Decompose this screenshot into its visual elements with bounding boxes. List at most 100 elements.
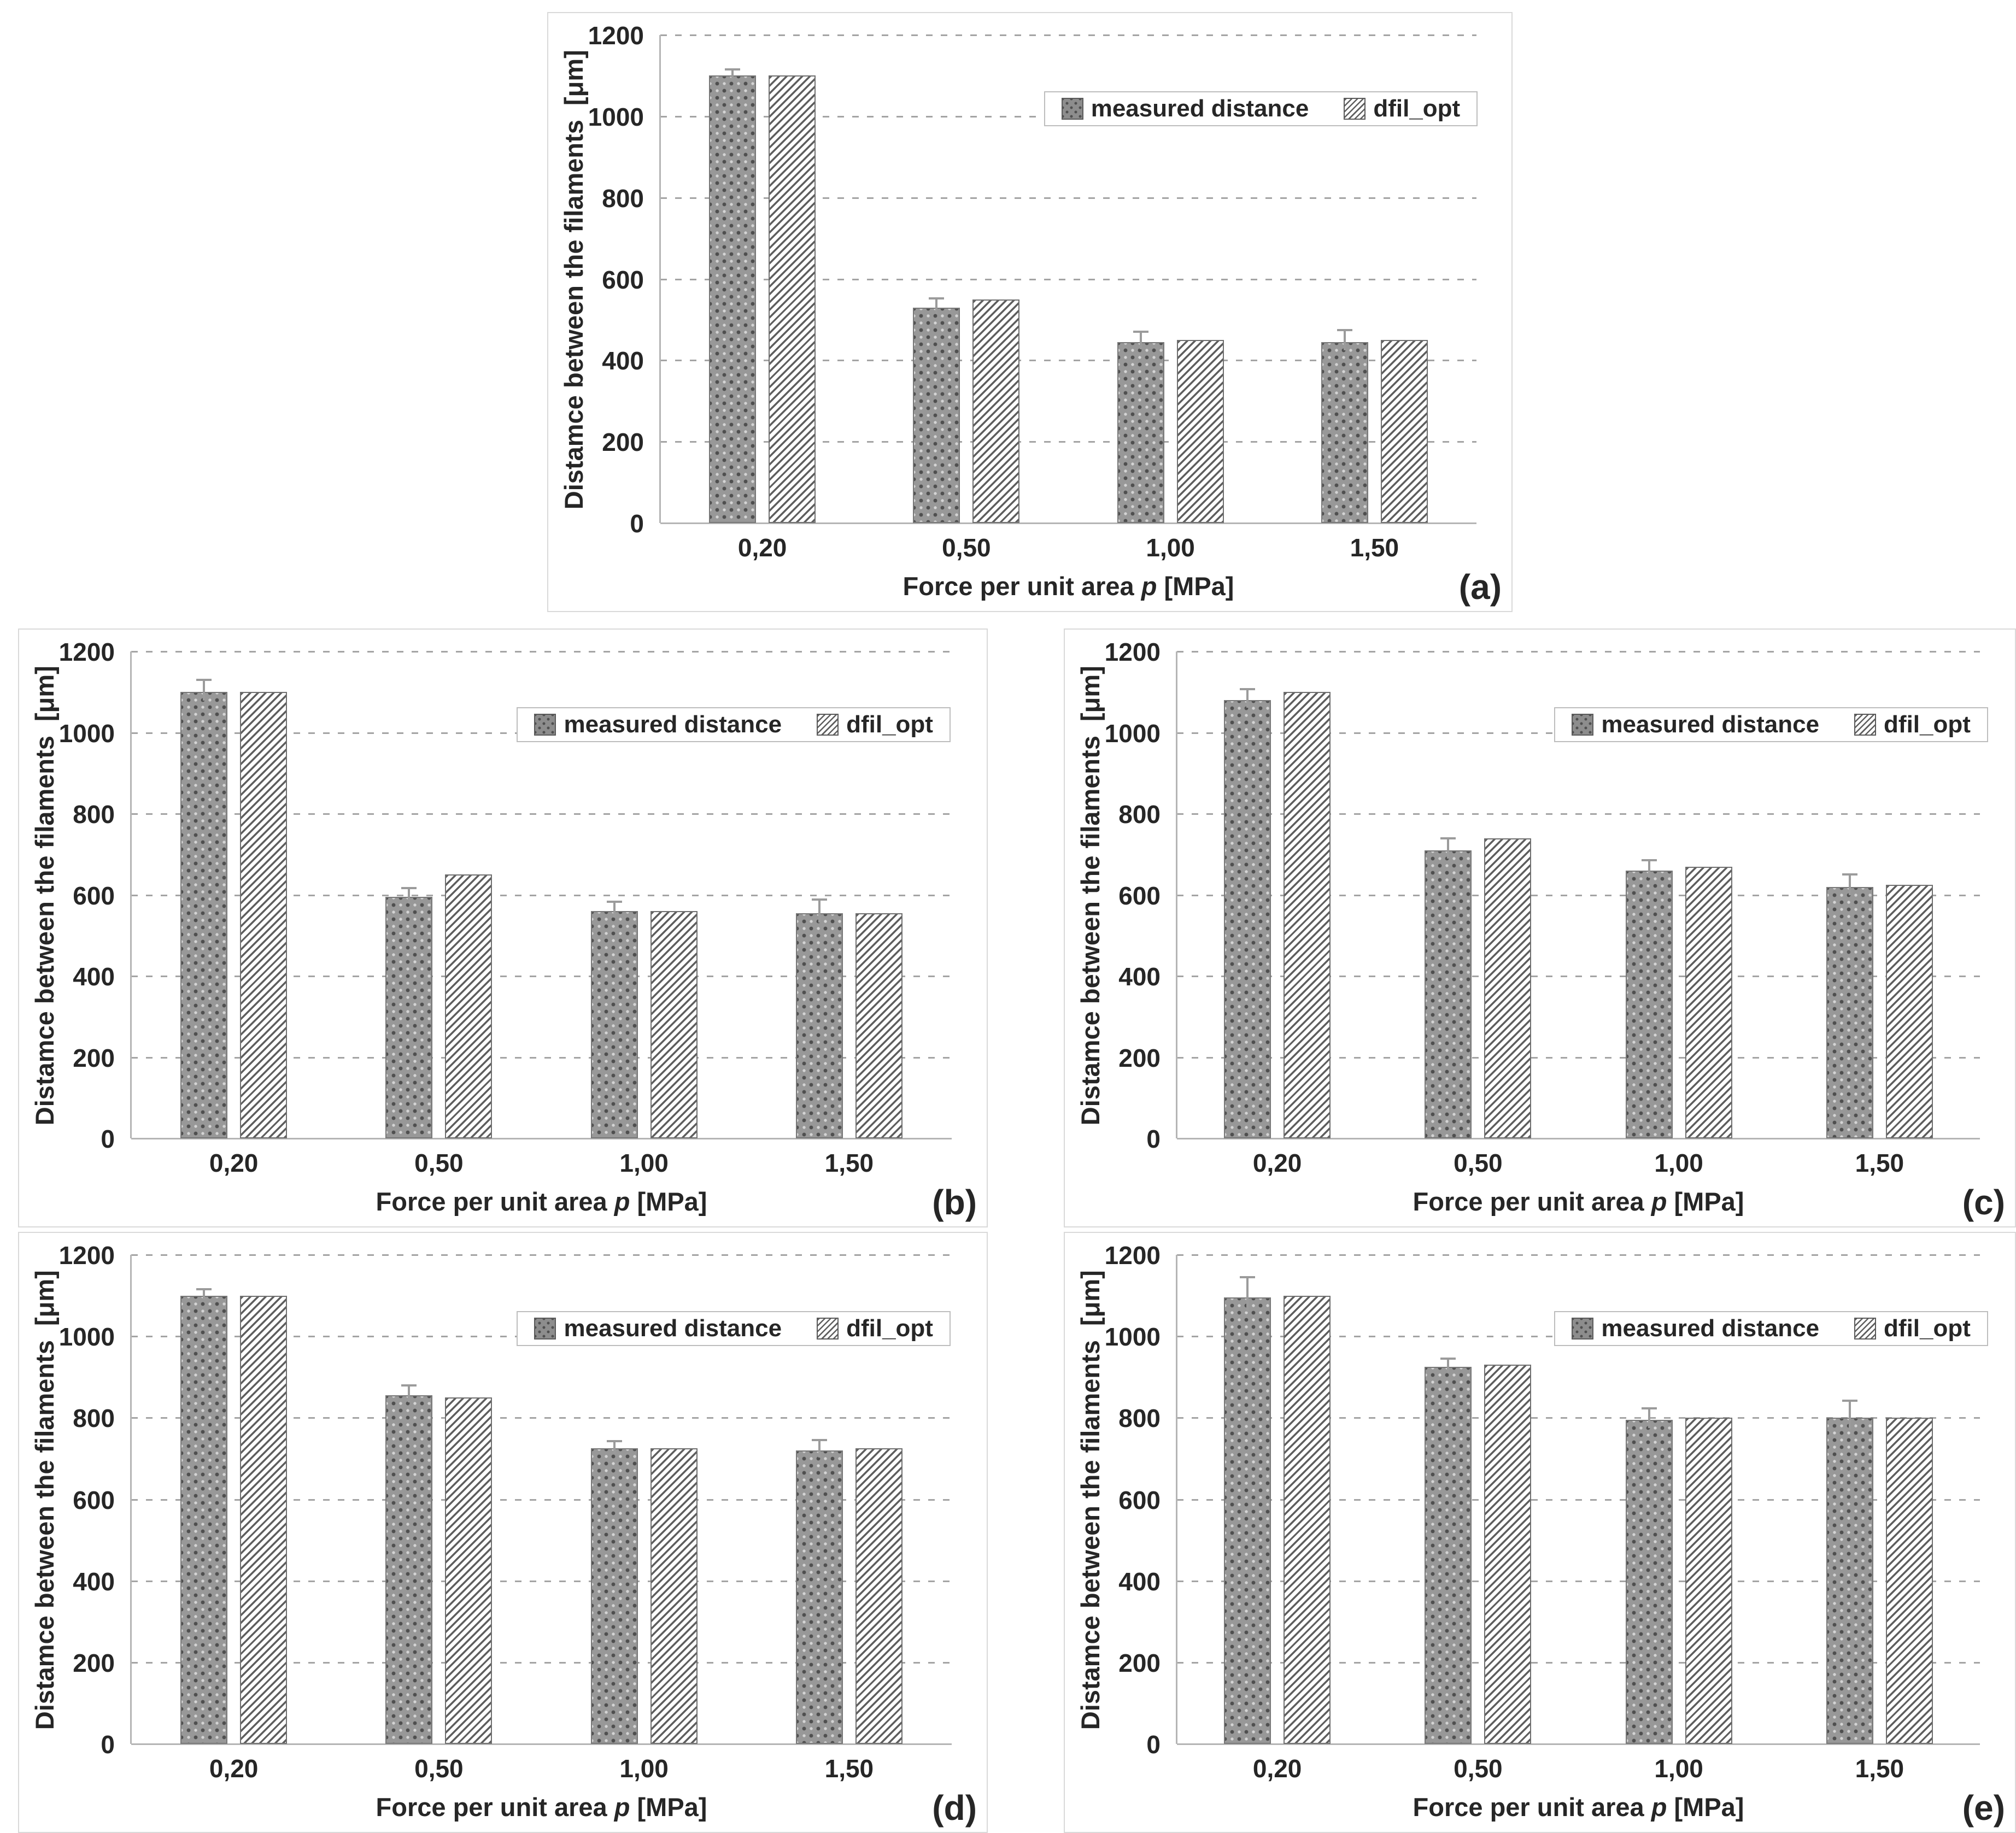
- y-tick-label: 1000: [58, 719, 115, 748]
- y-tick-label: 400: [1118, 1567, 1161, 1596]
- bar-measured: [709, 75, 757, 523]
- x-axis-title-suffix: [MPa]: [1667, 1187, 1744, 1216]
- x-axis-title-prefix: Force per unit area: [1413, 1793, 1651, 1822]
- panel-label: (d): [932, 1788, 977, 1828]
- legend: measured distance dfil_opt: [517, 707, 951, 743]
- y-axis-line: [659, 35, 661, 523]
- gridline: [131, 651, 952, 653]
- error-bar-cap: [401, 1384, 417, 1386]
- bar-measured: [1425, 850, 1472, 1138]
- y-tick-label: 1200: [1104, 1241, 1161, 1270]
- gridline: [131, 1581, 952, 1582]
- y-tick-label: 800: [1118, 800, 1161, 829]
- error-bar: [818, 1440, 821, 1458]
- gridline: [1177, 1417, 1980, 1419]
- legend-item: measured distance: [1572, 713, 1819, 737]
- y-tick-label: 800: [73, 800, 115, 829]
- bar-measured: [795, 1450, 843, 1744]
- error-bar: [935, 298, 938, 314]
- x-tick-label: 1,00: [619, 1149, 669, 1177]
- y-tick-label: 1000: [588, 103, 644, 131]
- bar-dfil-opt: [1484, 1365, 1532, 1744]
- legend-item: dfil_opt: [1344, 96, 1460, 121]
- gridline: [131, 1417, 952, 1419]
- legend-swatch-dfil-opt-icon: [1344, 97, 1366, 120]
- x-tick-label: 1,00: [1654, 1754, 1703, 1783]
- legend-swatch-measured-icon: [534, 714, 556, 736]
- bar-measured: [590, 1448, 638, 1744]
- x-axis-title-prefix: Force per unit area: [1413, 1187, 1651, 1216]
- y-tick-label: 1000: [1104, 719, 1161, 748]
- gridline: [660, 197, 1476, 199]
- bar-dfil-opt: [769, 75, 816, 523]
- error-bar: [203, 1289, 206, 1300]
- error-bar-cap: [1337, 328, 1352, 331]
- gridline: [1177, 813, 1980, 815]
- bar-measured: [1117, 342, 1164, 523]
- panel-label: (c): [1962, 1183, 2005, 1222]
- bar-measured: [180, 1295, 228, 1744]
- gridline: [660, 34, 1476, 36]
- legend-label: dfil_opt: [846, 711, 933, 738]
- legend: measured distance dfil_opt: [1554, 707, 1988, 743]
- x-axis-title-prefix: Force per unit area: [376, 1187, 614, 1216]
- legend-swatch-measured-icon: [1572, 714, 1594, 736]
- error-bar-cap: [725, 68, 741, 71]
- y-tick-label: 1200: [58, 1241, 115, 1270]
- x-axis-line: [1177, 1138, 1980, 1139]
- legend-swatch-dfil-opt-icon: [817, 714, 839, 736]
- x-tick-label: 0,50: [1454, 1149, 1503, 1177]
- y-axis-line: [1176, 1255, 1177, 1744]
- plot-area: measured distance dfil_opt: [130, 1254, 952, 1745]
- gridline: [1177, 976, 1980, 977]
- x-axis-title-suffix: [MPa]: [630, 1187, 707, 1216]
- x-axis-title-symbol: p: [614, 1187, 630, 1216]
- x-tick-label: 1,00: [619, 1754, 669, 1783]
- error-bar: [408, 1385, 411, 1403]
- y-tick-label: 0: [1146, 1730, 1161, 1759]
- legend-label: measured distance: [564, 1314, 782, 1342]
- legend-label: dfil_opt: [1884, 1314, 1971, 1342]
- error-bar-cap: [196, 678, 212, 681]
- error-bar: [1447, 838, 1450, 859]
- y-tick-label: 600: [1118, 882, 1161, 910]
- gridline: [660, 279, 1476, 280]
- bar-dfil-opt: [650, 1448, 698, 1744]
- bar-dfil-opt: [240, 1295, 288, 1744]
- x-axis-title-symbol: p: [614, 1793, 630, 1822]
- legend-swatch-measured-icon: [1061, 97, 1083, 120]
- legend: measured distance dfil_opt: [1554, 1311, 1988, 1346]
- y-tick-label: 0: [1146, 1125, 1161, 1153]
- bar-dfil-opt: [1885, 884, 1933, 1138]
- x-axis-title-symbol: p: [1651, 1187, 1667, 1216]
- error-bar-cap: [1240, 1276, 1256, 1279]
- bar-measured: [1224, 1297, 1271, 1744]
- legend-swatch-measured-icon: [534, 1317, 556, 1340]
- legend-swatch-dfil-opt-icon: [1854, 714, 1877, 736]
- error-bar: [1848, 1401, 1851, 1430]
- panel-label: (e): [1962, 1788, 2005, 1828]
- legend-item: measured distance: [1572, 1316, 1819, 1341]
- y-tick-label: 400: [602, 346, 644, 375]
- bar-dfil-opt: [1176, 340, 1224, 523]
- bar-dfil-opt: [1284, 1295, 1331, 1744]
- x-axis-title: Force per unit area p [MPa]: [823, 573, 1315, 599]
- bar-measured: [1425, 1367, 1472, 1744]
- gridline: [131, 976, 952, 977]
- y-tick-label: 600: [73, 882, 115, 910]
- bar-measured: [1826, 886, 1873, 1138]
- plot-area: measured distance dfil_opt: [659, 34, 1478, 524]
- error-bar: [1648, 860, 1650, 878]
- error-bar: [1447, 1359, 1450, 1373]
- x-axis-title-symbol: p: [1651, 1793, 1667, 1822]
- y-tick-label: 800: [602, 184, 644, 213]
- legend-swatch-dfil-opt-icon: [817, 1317, 839, 1340]
- bar-measured: [1625, 1420, 1673, 1744]
- bar-dfil-opt: [855, 913, 902, 1138]
- error-bar-cap: [1842, 1400, 1857, 1402]
- error-bar-cap: [811, 898, 827, 901]
- bar-dfil-opt: [972, 299, 1020, 523]
- error-bar-cap: [1641, 1407, 1657, 1410]
- plot-area: measured distance dfil_opt: [1176, 651, 1988, 1139]
- bar-dfil-opt: [1284, 692, 1331, 1138]
